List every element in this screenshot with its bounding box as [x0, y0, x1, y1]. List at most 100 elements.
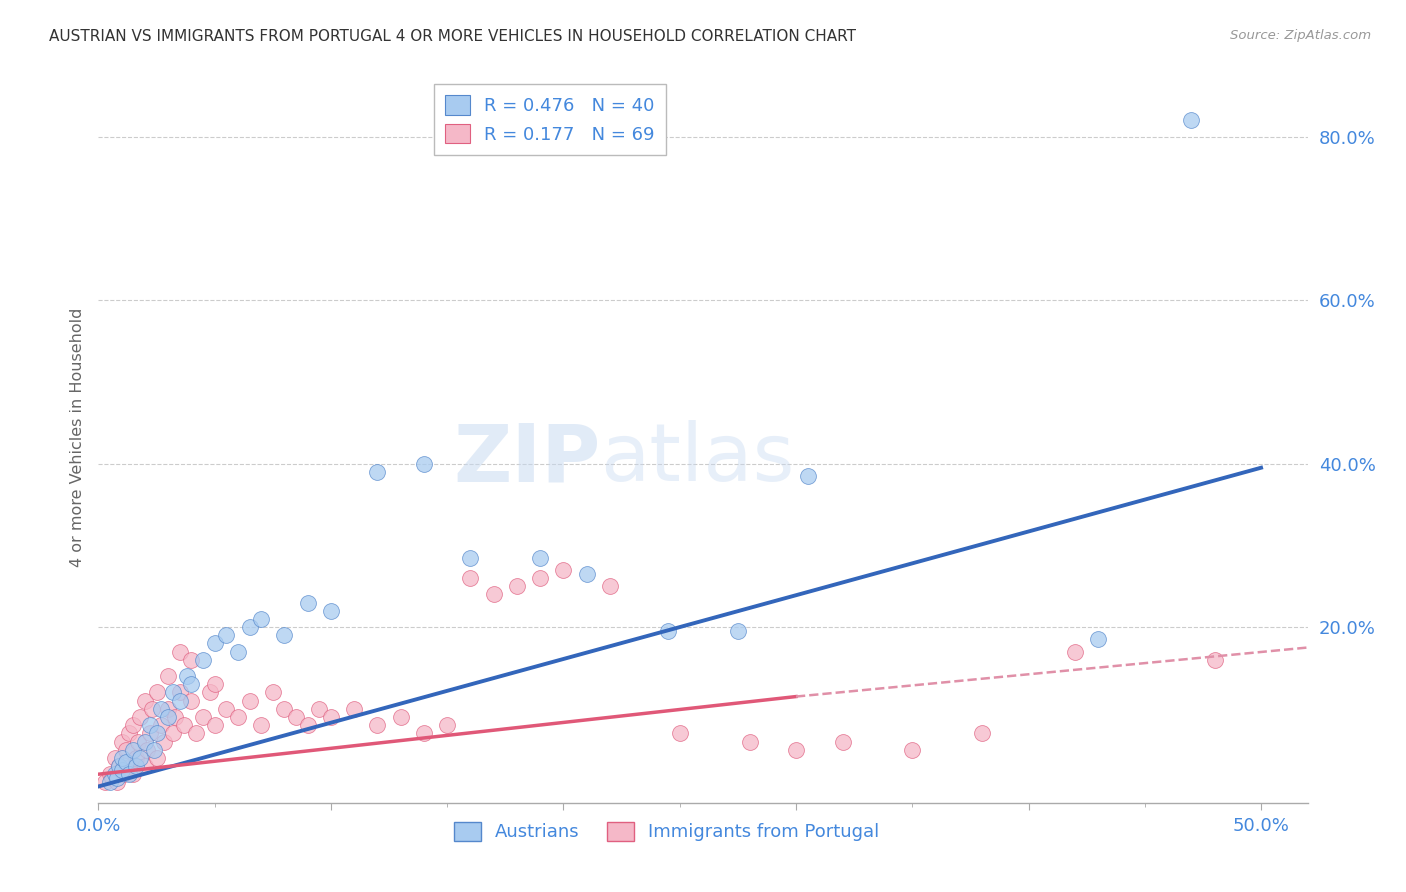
- Point: [118, 726, 141, 740]
- Point: [482, 587, 505, 601]
- Point: [134, 693, 156, 707]
- Point: [319, 710, 342, 724]
- Point: [366, 465, 388, 479]
- Point: [285, 710, 308, 724]
- Point: [831, 734, 853, 748]
- Point: [970, 726, 993, 740]
- Point: [215, 628, 238, 642]
- Point: [901, 742, 924, 756]
- Point: [204, 718, 226, 732]
- Point: [226, 645, 249, 659]
- Point: [173, 718, 195, 732]
- Point: [785, 742, 807, 756]
- Point: [141, 702, 163, 716]
- Point: [122, 718, 145, 732]
- Point: [136, 742, 159, 756]
- Point: [138, 726, 160, 740]
- Point: [165, 710, 187, 724]
- Point: [104, 751, 127, 765]
- Point: [150, 718, 173, 732]
- Point: [157, 669, 180, 683]
- Point: [250, 612, 273, 626]
- Point: [796, 469, 818, 483]
- Point: [129, 710, 152, 724]
- Point: [239, 693, 262, 707]
- Point: [169, 645, 191, 659]
- Point: [1064, 645, 1087, 659]
- Point: [319, 604, 342, 618]
- Point: [145, 751, 167, 765]
- Point: [111, 763, 134, 777]
- Point: [1180, 113, 1202, 128]
- Y-axis label: 4 or more Vehicles in Household: 4 or more Vehicles in Household: [69, 308, 84, 566]
- Point: [297, 718, 319, 732]
- Point: [191, 710, 214, 724]
- Point: [105, 772, 128, 786]
- Point: [169, 693, 191, 707]
- Point: [366, 718, 388, 732]
- Point: [657, 624, 679, 639]
- Point: [145, 685, 167, 699]
- Point: [176, 669, 198, 683]
- Point: [273, 628, 295, 642]
- Point: [111, 751, 134, 765]
- Point: [127, 734, 149, 748]
- Point: [262, 685, 284, 699]
- Point: [122, 742, 145, 756]
- Point: [134, 734, 156, 748]
- Point: [204, 636, 226, 650]
- Point: [122, 767, 145, 781]
- Point: [143, 742, 166, 756]
- Legend: Austrians, Immigrants from Portugal: Austrians, Immigrants from Portugal: [447, 814, 887, 848]
- Point: [150, 702, 173, 716]
- Point: [111, 763, 134, 777]
- Point: [413, 726, 436, 740]
- Point: [215, 702, 238, 716]
- Text: Source: ZipAtlas.com: Source: ZipAtlas.com: [1230, 29, 1371, 42]
- Point: [460, 571, 482, 585]
- Point: [204, 677, 226, 691]
- Point: [111, 734, 134, 748]
- Point: [413, 457, 436, 471]
- Point: [553, 563, 575, 577]
- Point: [297, 596, 319, 610]
- Point: [180, 653, 202, 667]
- Point: [94, 775, 117, 789]
- Point: [239, 620, 262, 634]
- Point: [308, 702, 330, 716]
- Point: [162, 685, 184, 699]
- Point: [1204, 653, 1226, 667]
- Point: [115, 755, 138, 769]
- Point: [436, 718, 458, 732]
- Point: [124, 759, 146, 773]
- Point: [145, 726, 167, 740]
- Point: [460, 550, 482, 565]
- Point: [104, 767, 127, 781]
- Point: [599, 579, 621, 593]
- Point: [118, 767, 141, 781]
- Point: [138, 718, 160, 732]
- Point: [738, 734, 761, 748]
- Point: [529, 550, 551, 565]
- Point: [152, 734, 174, 748]
- Point: [191, 653, 214, 667]
- Point: [124, 751, 146, 765]
- Point: [226, 710, 249, 724]
- Point: [575, 566, 598, 581]
- Text: ZIP: ZIP: [453, 420, 600, 498]
- Text: AUSTRIAN VS IMMIGRANTS FROM PORTUGAL 4 OR MORE VEHICLES IN HOUSEHOLD CORRELATION: AUSTRIAN VS IMMIGRANTS FROM PORTUGAL 4 O…: [49, 29, 856, 44]
- Point: [157, 702, 180, 716]
- Point: [668, 726, 690, 740]
- Point: [343, 702, 366, 716]
- Point: [529, 571, 551, 585]
- Point: [198, 685, 221, 699]
- Point: [180, 693, 202, 707]
- Point: [120, 759, 142, 773]
- Point: [101, 772, 124, 786]
- Point: [184, 726, 207, 740]
- Point: [108, 759, 131, 773]
- Point: [129, 751, 152, 765]
- Point: [727, 624, 749, 639]
- Point: [180, 677, 202, 691]
- Point: [112, 767, 135, 781]
